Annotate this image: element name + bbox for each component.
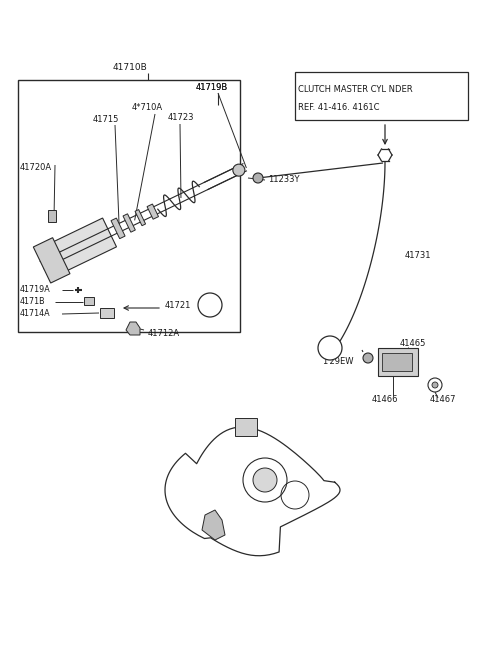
Bar — [48, 210, 56, 222]
Text: A: A — [207, 300, 213, 310]
Bar — [100, 308, 114, 318]
Bar — [235, 418, 257, 436]
Text: CLUTCH MASTER CYL NDER: CLUTCH MASTER CYL NDER — [298, 85, 413, 95]
Text: 41712A: 41712A — [148, 330, 180, 338]
Polygon shape — [126, 322, 140, 335]
Text: 41714A: 41714A — [20, 309, 50, 319]
Text: REF. 41-416. 4161C: REF. 41-416. 4161C — [298, 104, 380, 112]
Text: 41721: 41721 — [165, 302, 192, 311]
Bar — [378, 348, 418, 376]
Text: 4171B: 4171B — [20, 298, 46, 307]
Text: 41731: 41731 — [405, 250, 432, 260]
Text: 41720A: 41720A — [20, 164, 52, 173]
Text: 41467: 41467 — [430, 396, 456, 405]
Circle shape — [233, 164, 245, 176]
Bar — [295, 72, 468, 120]
Bar — [382, 353, 412, 371]
Polygon shape — [147, 204, 158, 219]
Text: 41719B: 41719B — [196, 83, 228, 93]
Text: 41465: 41465 — [400, 338, 426, 348]
Text: 1'29EW: 1'29EW — [322, 357, 353, 367]
Bar — [84, 297, 94, 305]
Polygon shape — [50, 218, 117, 272]
Circle shape — [363, 353, 373, 363]
Polygon shape — [123, 214, 135, 232]
Circle shape — [253, 173, 263, 183]
Circle shape — [253, 468, 277, 492]
Polygon shape — [135, 210, 145, 226]
Polygon shape — [111, 218, 125, 238]
Text: 11233Y: 11233Y — [268, 175, 300, 185]
Text: 41710B: 41710B — [113, 64, 147, 72]
Text: 41723: 41723 — [168, 114, 194, 122]
Circle shape — [432, 382, 438, 388]
Text: A: A — [327, 343, 333, 353]
Text: 41719B: 41719B — [196, 83, 228, 93]
Polygon shape — [33, 238, 70, 283]
Circle shape — [318, 336, 342, 360]
Circle shape — [428, 378, 442, 392]
Bar — [18, 80, 240, 332]
Text: 41466: 41466 — [372, 396, 398, 405]
Text: 4*710A: 4*710A — [132, 104, 163, 112]
Text: 41715: 41715 — [93, 116, 120, 124]
Circle shape — [198, 293, 222, 317]
Polygon shape — [202, 510, 225, 540]
Text: 41719A: 41719A — [20, 286, 51, 294]
